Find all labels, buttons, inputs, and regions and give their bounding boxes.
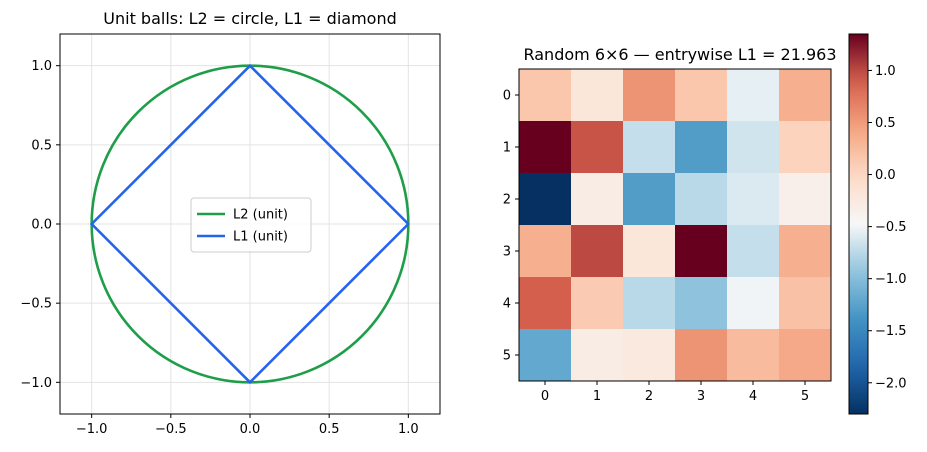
- unit-balls-legend: L2 (unit) L1 (unit): [190, 197, 312, 253]
- colorbar-ticks: 1.0 0.5 0.0 −0.5 −1.0 −1.5 −2.0: [868, 64, 907, 391]
- colorbar-tick-label: −1.5: [875, 324, 907, 339]
- heatmap-cell: [519, 225, 572, 278]
- heatmap-cell: [727, 225, 780, 278]
- colorbar-tick-label: 1.0: [875, 64, 896, 79]
- heatmap-cells: [519, 69, 832, 382]
- colorbar-tick-label: −2.0: [875, 376, 907, 391]
- heatmap-y-tick-label: 0: [503, 89, 511, 104]
- heatmap-cell: [623, 277, 676, 330]
- legend-label: L1 (unit): [233, 230, 288, 245]
- heatmap-cell: [779, 173, 832, 226]
- colorbar-tick-label: 0.5: [875, 116, 896, 131]
- heatmap-cell: [571, 173, 624, 226]
- heatmap-cell: [519, 69, 572, 122]
- heatmap-cell: [675, 225, 728, 278]
- heatmap-x-tick-label: 2: [645, 389, 653, 404]
- x-tick-label: −1.0: [76, 422, 108, 437]
- heatmap-cell: [571, 329, 624, 382]
- unit-balls-series: [89, 63, 410, 385]
- heatmap-cell: [727, 329, 780, 382]
- legend-box: [190, 197, 312, 253]
- heatmap-cell: [571, 225, 624, 278]
- heatmap-x-tick-label: 0: [541, 389, 549, 404]
- heatmap-cell: [623, 121, 676, 174]
- heatmap-x-tick-label: 4: [749, 389, 757, 404]
- heatmap-axes-frame: [518, 68, 832, 382]
- heatmap-cell: [623, 69, 676, 122]
- x-tick-label: 1.0: [398, 422, 419, 437]
- heatmap-y-tick-label: 4: [503, 297, 511, 312]
- heatmap-cell: [675, 329, 728, 382]
- heatmap-cell: [727, 121, 780, 174]
- y-tick-label: 1.0: [31, 59, 52, 74]
- heatmap-chart: Random 6×6 — entrywise L1 = 21.963 0 1 2 3 4…: [503, 45, 837, 404]
- heatmap-cell: [571, 121, 624, 174]
- heatmap-y-tick-label: 1: [503, 141, 511, 156]
- heatmap-y-tick-label: 3: [503, 245, 511, 260]
- colorbar-tick-label: −1.0: [875, 272, 907, 287]
- heatmap-cell: [519, 277, 572, 330]
- legend-label: L2 (unit): [233, 208, 288, 223]
- heatmap-cell: [675, 121, 728, 174]
- unit-balls-ticks: −1.0 −0.5 0.0 0.5 1.0 −1.0 −0.5 0.0 0.5 1.0: [20, 59, 418, 437]
- heatmap-cell: [779, 329, 832, 382]
- heatmap-cell: [779, 69, 832, 122]
- colorbar-tick-label: 0.0: [875, 168, 896, 183]
- heatmap-cell: [623, 173, 676, 226]
- heatmap-cell: [727, 173, 780, 226]
- heatmap-ticks: 0 1 2 3 4 5 0 1 2 3 4 5: [503, 89, 809, 405]
- heatmap-cell: [571, 69, 624, 122]
- heatmap-cell: [727, 277, 780, 330]
- x-tick-label: 0.5: [319, 422, 340, 437]
- heatmap-cell: [675, 173, 728, 226]
- heatmap-cell: [675, 69, 728, 122]
- heatmap-title: Random 6×6 — entrywise L1 = 21.963: [523, 45, 836, 64]
- heatmap-y-tick-label: 5: [503, 349, 511, 364]
- heatmap-cell: [779, 225, 832, 278]
- heatmap-cell: [519, 121, 572, 174]
- x-tick-label: −0.5: [155, 422, 187, 437]
- y-tick-label: 0.0: [31, 218, 52, 233]
- heatmap-x-tick-label: 5: [801, 389, 809, 404]
- heatmap-y-tick-label: 2: [503, 193, 511, 208]
- colorbar-gradient: [848, 33, 869, 415]
- y-tick-label: −1.0: [20, 376, 52, 391]
- heatmap-x-tick-label: 3: [697, 389, 705, 404]
- x-tick-label: 0.0: [240, 422, 261, 437]
- heatmap-cell: [519, 173, 572, 226]
- heatmap-cell: [623, 329, 676, 382]
- l1-unit-diamond: [89, 63, 410, 385]
- heatmap-cell: [779, 277, 832, 330]
- heatmap-cell: [571, 277, 624, 330]
- heatmap-x-tick-label: 1: [593, 389, 601, 404]
- unit-balls-title: Unit balls: L2 = circle, L1 = diamond: [103, 9, 396, 28]
- y-tick-label: 0.5: [31, 138, 52, 153]
- heatmap-cell: [519, 329, 572, 382]
- colorbar-tick-label: −0.5: [875, 220, 907, 235]
- heatmap-cell: [727, 69, 780, 122]
- heatmap-colorbar: 1.0 0.5 0.0 −0.5 −1.0 −1.5 −2.0: [848, 33, 907, 415]
- y-tick-label: −0.5: [20, 297, 52, 312]
- unit-balls-chart: Unit balls: L2 = circle, L1 = diamond −1…: [20, 9, 441, 437]
- heatmap-cell: [675, 277, 728, 330]
- heatmap-cell: [779, 121, 832, 174]
- heatmap-cell: [623, 225, 676, 278]
